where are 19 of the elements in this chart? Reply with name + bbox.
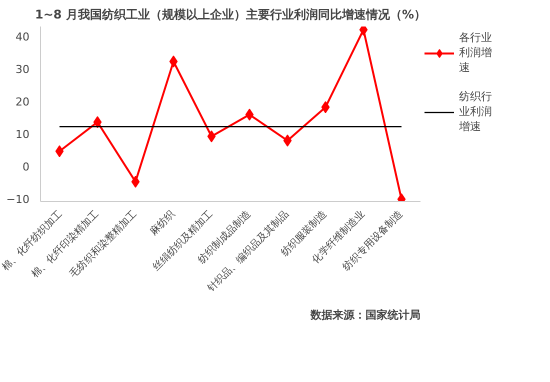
point [245,108,254,121]
x-tick-label: 麻纺织 [148,208,178,238]
legend-label: 纺织行业利润增速 [459,89,493,134]
point [321,101,330,114]
y-tick-label: 30 [16,63,30,76]
y-tick-label: 0 [22,160,30,174]
y-tick-label: −10 [6,192,30,206]
point [283,134,292,147]
point [169,56,178,68]
point [207,130,216,142]
point [55,145,64,158]
chart-title: 1~8 月我国纺织工业（规模以上企业）主要行业利润同比增速情况（%） [35,8,426,22]
y-tick-label: 10 [16,128,30,141]
y-tick-label: 20 [16,96,30,109]
point [131,176,140,188]
source-note: 数据来源：国家统计局 [310,308,420,322]
legend-label: 各行业利润增速 [459,30,493,75]
point [93,116,102,128]
y-tick-label: 40 [16,30,30,44]
